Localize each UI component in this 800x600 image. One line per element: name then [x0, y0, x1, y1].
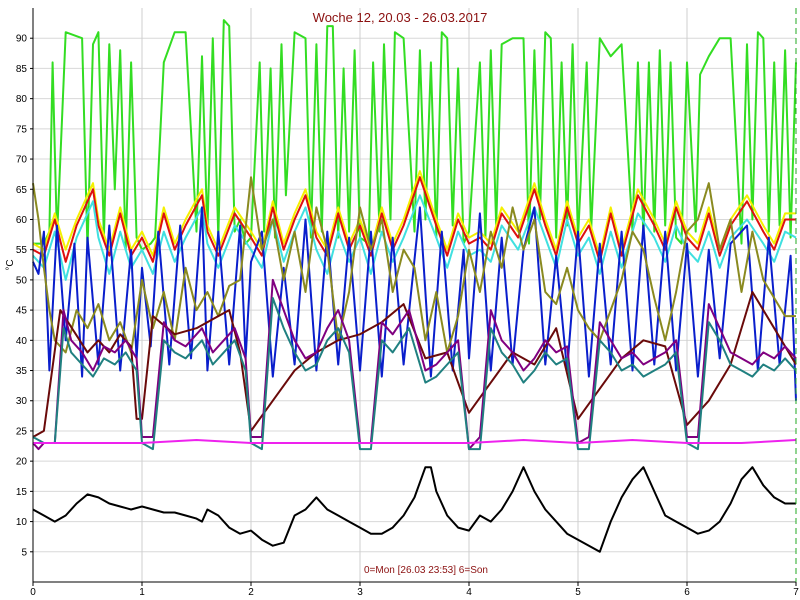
y-tick-label: 15 — [16, 487, 28, 498]
y-tick-label: 85 — [16, 64, 28, 75]
y-tick-label: 35 — [16, 366, 28, 377]
y-tick-label: 70 — [16, 155, 28, 166]
series-line-5 — [32, 176, 796, 354]
series-line-10 — [32, 466, 796, 553]
chart-footer: 0=Mon [26.03 23:53] 6=Son — [364, 565, 488, 576]
y-tick-label: 10 — [16, 517, 28, 528]
y-tick-label: 45 — [16, 306, 28, 317]
series-line-9 — [33, 439, 797, 444]
y-tick-label: 65 — [16, 185, 28, 196]
series-line-0 — [33, 19, 797, 251]
x-tick-label: 6 — [684, 587, 690, 598]
y-axis-label: °C — [5, 259, 16, 270]
y-tick-label: 90 — [16, 34, 28, 45]
y-tick-label: 20 — [16, 457, 28, 468]
y-tick-label: 40 — [16, 336, 28, 347]
x-tick-label: 2 — [248, 587, 254, 598]
y-tick-label: 25 — [16, 426, 28, 437]
y-tick-labels: 5 10 15 20 25 30 35 40 45 50 55 60 65 70 75 80 85 90 — [16, 34, 33, 558]
y-tick-label: 60 — [16, 215, 28, 226]
x-tick-label: 3 — [357, 587, 363, 598]
y-tick-label: 80 — [16, 94, 28, 105]
x-tick-labels: 0 1 2 3 4 5 6 7 — [30, 582, 799, 598]
chart-title: Woche 12, 20.03 - 26.03.2017 — [313, 10, 488, 25]
series-line-8 — [32, 297, 797, 451]
y-tick-label: 50 — [16, 275, 28, 286]
series-layer — [32, 19, 797, 553]
x-tick-label: 1 — [139, 587, 145, 598]
y-tick-label: 55 — [16, 245, 28, 256]
x-tick-label: 5 — [575, 587, 581, 598]
y-tick-label: 75 — [16, 124, 28, 135]
x-tick-label: 0 — [30, 587, 36, 598]
x-tick-label: 7 — [793, 587, 799, 598]
series-line-1 — [32, 170, 796, 257]
y-tick-label: 5 — [21, 547, 27, 558]
y-tick-label: 30 — [16, 396, 28, 407]
x-tick-label: 4 — [466, 587, 472, 598]
